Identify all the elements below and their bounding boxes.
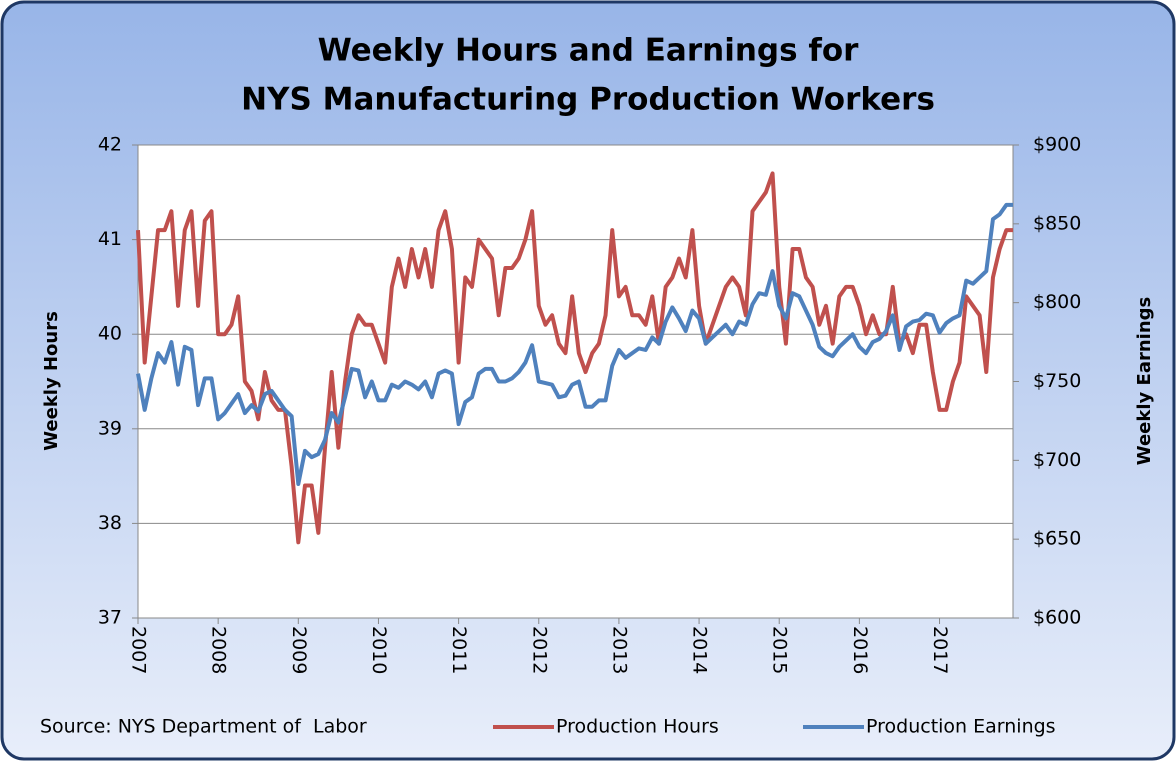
x-tick-label: 2014 [689, 626, 711, 674]
y2-tick-label: $750 [1033, 370, 1081, 392]
x-tick-label: 2017 [929, 626, 951, 674]
legend-label: Production Hours [556, 716, 719, 738]
y-tick-label: 39 [98, 417, 122, 439]
y2-tick-label: $850 [1033, 212, 1081, 234]
legend-label: Production Earnings [866, 716, 1056, 738]
y-tick-label: 37 [98, 607, 122, 629]
y2-axis-title: Weekly Earnings [1134, 297, 1155, 466]
y2-tick-label: $650 [1033, 528, 1081, 550]
series-line [136, 202, 1013, 486]
y2-tick-label: $600 [1033, 607, 1081, 629]
y-axis-title: Weekly Hours [41, 311, 62, 451]
x-tick-label: 2011 [448, 626, 470, 674]
x-tick-label: 2010 [368, 626, 390, 674]
chart-title: NYS Manufacturing Production Workers [241, 82, 935, 118]
x-tick-label: 2013 [608, 626, 630, 674]
x-tick-label: 2016 [849, 626, 871, 674]
x-tick-label: 2008 [208, 626, 230, 674]
y2-tick-label: $800 [1033, 291, 1081, 313]
source-note: Source: NYS Department of Labor [40, 716, 367, 738]
y-tick-label: 42 [98, 134, 122, 156]
y-tick-label: 38 [98, 512, 122, 534]
y-tick-label: 41 [98, 228, 122, 250]
x-tick-label: 2012 [528, 626, 550, 674]
x-tick-label: 2009 [288, 626, 310, 674]
x-tick-label: 2015 [769, 626, 791, 674]
y-tick-label: 40 [98, 323, 122, 345]
plot-layer: 37 38 39 40 41 42 $600 $650 $700 $750 $800 $850 $900… [98, 134, 1082, 738]
y2-tick-label: $700 [1033, 449, 1081, 471]
chart-title: Weekly Hours and Earnings for [318, 33, 860, 69]
x-tick-label: 2007 [128, 626, 150, 674]
y2-tick-label: $900 [1033, 134, 1081, 156]
